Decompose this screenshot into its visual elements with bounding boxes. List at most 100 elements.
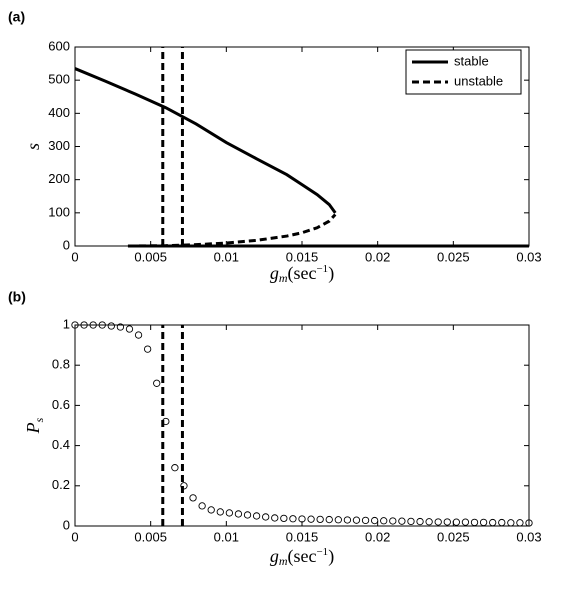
point [334,516,342,524]
point [234,510,243,518]
legend-box [405,49,522,95]
point [325,515,333,524]
x-label-part: g [270,263,279,283]
panel-label: (a) [8,9,25,25]
x-axis-label: gm(sec−1) [270,546,334,568]
point [180,482,188,490]
point [298,515,306,523]
point [452,518,461,526]
x-label-part: ) [328,546,334,567]
y-tick-label: 0 [63,517,70,532]
point [516,519,524,527]
point [216,508,224,516]
y-tick-label: 0.8 [52,357,70,372]
y-label-part: s [32,417,46,422]
point [271,514,279,522]
y-tick-label: 500 [48,72,70,87]
point [143,345,152,353]
point [361,516,370,525]
point [479,518,488,527]
point [307,515,315,523]
x-label-part: ) [328,263,334,284]
y-tick-label: 600 [48,38,70,53]
point [280,514,288,523]
x-label-part: g [270,546,279,566]
point [171,464,179,472]
x-tick-label: 0.025 [437,249,470,264]
point [116,323,125,331]
point [262,513,270,521]
y-axis-label: Ps [23,417,46,434]
panel-label: (b) [8,289,26,305]
x-tick-label: 0.015 [286,249,319,264]
y-tick-label: 0.6 [52,397,70,412]
series-line [127,213,337,248]
point [470,518,479,527]
point [343,516,352,524]
point [80,321,88,329]
x-tick-label: 0.025 [437,529,470,544]
point [389,517,397,525]
point [425,518,433,526]
x-tick-label: 0.005 [134,249,167,264]
point [71,321,79,329]
x-label-part: −1 [316,263,328,275]
x-axis-label: gm(sec−1) [270,263,334,285]
point [316,515,324,524]
point [207,506,215,514]
point [434,518,442,526]
x-label-part: (sec [287,546,316,567]
y-label-part: s [23,143,43,150]
y-tick-label: 100 [48,204,70,219]
x-tick-label: 0 [71,249,78,264]
y-tick-label: 200 [48,171,70,186]
point [125,325,134,333]
point [489,518,497,527]
y-label-part: P [23,422,43,434]
point [525,519,533,527]
point [162,417,170,426]
x-label-part: m [279,271,288,285]
point [461,518,470,526]
point [380,517,388,525]
y-tick-label: 1 [63,316,70,331]
x-label-part: −1 [316,546,328,558]
x-tick-label: 0.01 [214,529,239,544]
x-tick-label: 0.02 [365,529,390,544]
point [134,331,143,339]
point [107,322,115,330]
y-tick-label: 0 [63,237,70,252]
x-tick-label: 0.015 [286,529,319,544]
x-label-part: (sec [287,263,316,284]
point [225,509,234,517]
legend-label: stable [454,53,489,68]
x-tick-label: 0.03 [516,249,541,264]
point [243,511,252,519]
point [252,512,261,520]
x-tick-label: 0.005 [134,529,167,544]
point [153,379,161,387]
y-tick-label: 0.2 [52,477,70,492]
x-tick-label: 0 [71,529,78,544]
point [98,321,106,329]
y-axis-label: s [23,143,43,150]
point [498,518,506,527]
point [416,517,424,526]
x-label-part: m [279,554,288,568]
legend-label: unstable [454,73,503,88]
y-tick-label: 300 [48,138,70,153]
point [370,516,379,525]
point [507,519,515,527]
point [398,517,406,525]
x-tick-label: 0.03 [516,529,541,544]
x-tick-label: 0.01 [214,249,239,264]
series-line [74,67,337,214]
x-tick-label: 0.02 [365,249,390,264]
point [352,516,361,524]
point [198,502,206,510]
point [89,321,97,329]
point [189,494,197,502]
y-tick-label: 400 [48,105,70,120]
y-tick-label: 0.4 [52,437,70,452]
